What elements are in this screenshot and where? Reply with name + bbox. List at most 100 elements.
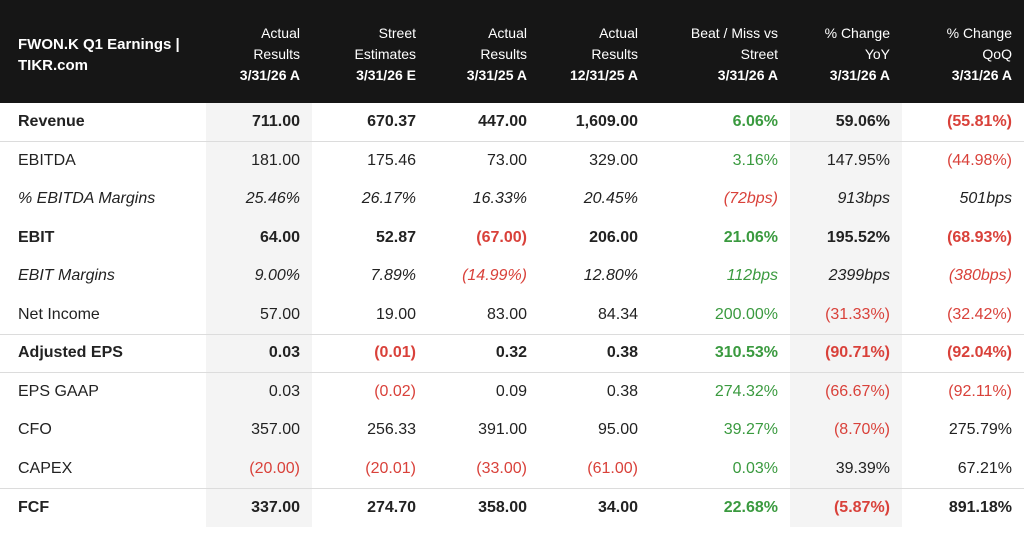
column-header: % Change YoY 3/31/26 A [824, 25, 890, 83]
table-cell: 447.00 [478, 113, 527, 130]
row-label: Revenue [18, 113, 85, 130]
table-cell: 147.95% [790, 141, 902, 180]
table-cell: (55.81%) [947, 113, 1012, 130]
row-label: Adjusted EPS [0, 333, 206, 373]
table-cell: 1,609.00 [575, 113, 638, 130]
table-cell: 0.32 [428, 333, 539, 373]
row-label: Net Income [18, 305, 100, 323]
table-cell: 357.00 [206, 411, 312, 450]
table-cell: 3.16% [650, 141, 790, 180]
table-cell: 7.89% [370, 267, 416, 285]
table-cell: 19.00 [375, 305, 416, 323]
column-header: Actual Results 3/31/26 A [239, 25, 300, 83]
table-cell: 0.03 [206, 372, 312, 411]
table-cell: 64.00 [206, 218, 312, 257]
table-cell: 711.00 [206, 103, 312, 142]
table-cell: 6.06% [732, 113, 778, 130]
table-row: EBIT 64.00 52.87 (67.00) 206.00 21.06% 195.52%… [0, 218, 1024, 257]
table-cell: (67.00) [476, 228, 527, 246]
table-row: CFO 357.00 256.33 391.00 95.00 39.27% (8.70%) 2… [0, 411, 1024, 450]
table-cell: 39.27% [723, 421, 778, 439]
table-cell: 12.80% [583, 267, 638, 285]
table-cell: 358.00 [428, 487, 539, 527]
table-cell: (5.87%) [790, 487, 902, 527]
table-cell: 337.00 [206, 487, 312, 527]
table-cell: 175.46 [312, 141, 428, 180]
table-cell: 16.33% [472, 190, 527, 208]
table-cell: 329.00 [539, 141, 650, 180]
table-cell: 57.00 [206, 295, 312, 334]
table-cell: 274.70 [312, 487, 428, 527]
row-label: CFO [18, 421, 52, 439]
table-cell: (33.00) [476, 459, 527, 477]
table-cell: 200.00% [714, 305, 778, 323]
table-cell: 26.17% [361, 190, 416, 208]
table-cell: 22.68% [650, 487, 790, 527]
table-cell: (61.00) [587, 459, 638, 477]
table-cell: 9.00% [206, 257, 312, 296]
table-row: EBIT Margins 9.00% 7.89% (14.99%) 12.80% 112b… [0, 257, 1024, 296]
table-cell: 181.00 [206, 141, 312, 180]
table-cell: 274.32% [650, 372, 790, 411]
table-title-line1: FWON.K Q1 Earnings | [18, 35, 180, 53]
table-cell: (32.42%) [947, 305, 1012, 323]
table-cell: 0.09 [428, 372, 539, 411]
table-cell: 195.52% [790, 218, 902, 257]
table-cell: (44.98%) [902, 141, 1024, 180]
table-row: Adjusted EPS 0.03 (0.01) 0.32 0.38 310.53% (90… [0, 333, 1024, 373]
row-label: EBIT [18, 228, 55, 246]
row-label: CAPEX [18, 459, 73, 477]
table-cell: (72bps) [723, 190, 778, 208]
table-cell: 34.00 [539, 487, 650, 527]
table-cell: 310.53% [650, 333, 790, 373]
table-title-line2: TIKR.com [18, 56, 89, 74]
table-cell: 84.34 [597, 305, 638, 323]
table-cell: 0.38 [539, 333, 650, 373]
table-cell: 275.79% [948, 421, 1012, 439]
table-cell: 20.45% [583, 190, 638, 208]
table-cell: (0.01) [312, 333, 428, 373]
table-row: Net Income 57.00 19.00 83.00 84.34 200.00% (31… [0, 295, 1024, 334]
table-cell: 59.06% [790, 103, 902, 142]
table-row: EBITDA 181.00 175.46 73.00 329.00 3.16% 147.95… [0, 141, 1024, 180]
column-header: % Change QoQ 3/31/26 A [946, 25, 1012, 83]
table-row: EPS GAAP 0.03 (0.02) 0.09 0.38 274.32% (66.67%… [0, 372, 1024, 411]
table-cell: (14.99%) [462, 267, 527, 285]
table-cell: 501bps [959, 190, 1013, 208]
table-cell: (92.11%) [902, 372, 1024, 411]
table-cell: 112bps [726, 267, 778, 285]
table-cell: 25.46% [206, 180, 312, 219]
column-header: Street Estimates 3/31/26 E [354, 25, 416, 83]
table-cell: 52.87 [375, 228, 416, 246]
table-cell: 0.03 [206, 333, 312, 373]
table-cell: (0.02) [312, 372, 428, 411]
header-row: FWON.K Q1 Earnings | TIKR.com Actual Resu… [0, 0, 1024, 103]
table-row: FCF 337.00 274.70 358.00 34.00 22.68% (5.87%) 8… [0, 487, 1024, 527]
table-cell: 2399bps [790, 257, 902, 296]
column-header: Actual Results 3/31/25 A [466, 25, 527, 83]
table-cell: (380bps) [948, 267, 1012, 285]
table-cell: (20.01) [365, 459, 416, 477]
table-cell: 913bps [790, 180, 902, 219]
table-cell: 391.00 [478, 421, 527, 439]
row-label: % EBITDA Margins [18, 190, 156, 208]
row-label: EPS GAAP [0, 372, 206, 411]
table-cell: 0.38 [539, 372, 650, 411]
table-cell: 83.00 [486, 305, 527, 323]
table-body: Revenue 711.00 670.37 447.00 1,609.00 6.06% 59… [0, 103, 1024, 527]
table-cell: 0.03% [732, 459, 778, 477]
table-cell: (92.04%) [902, 333, 1024, 373]
table-cell: (68.93%) [947, 228, 1012, 246]
table-cell: 67.21% [957, 459, 1012, 477]
column-header: Beat / Miss vs Street 3/31/26 A [690, 25, 778, 83]
table-title: FWON.K Q1 Earnings | TIKR.com [0, 0, 206, 103]
table-cell: (90.71%) [790, 333, 902, 373]
table-row: % EBITDA Margins 25.46% 26.17% 16.33% 20.45%… [0, 180, 1024, 219]
table-cell: 73.00 [428, 141, 539, 180]
table-row: Revenue 711.00 670.37 447.00 1,609.00 6.06% 59… [0, 103, 1024, 142]
table-cell: 39.39% [790, 449, 902, 488]
table-cell: (31.33%) [790, 295, 902, 334]
table-cell: 206.00 [589, 228, 638, 246]
table-cell: (66.67%) [790, 372, 902, 411]
